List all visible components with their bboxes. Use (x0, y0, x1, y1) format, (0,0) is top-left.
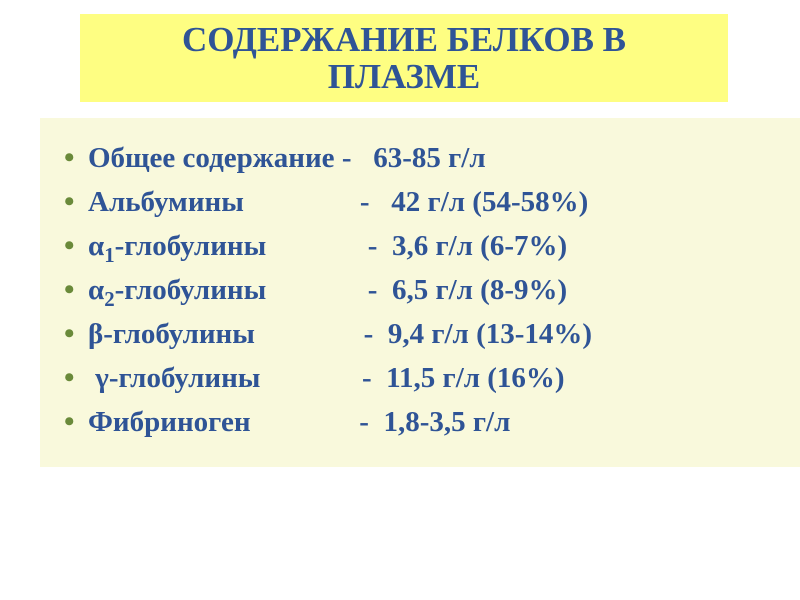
item-label: β-глобулины (88, 318, 364, 350)
item-value: 6,5 г/л (8-9%) (392, 274, 567, 306)
item-label: α (88, 230, 104, 262)
item-label: γ-глобулины (88, 362, 362, 394)
list-item: Общее содержание - 63-85 г/л (62, 136, 782, 180)
item-label: Общее содержание (88, 142, 335, 174)
title-box: СОДЕРЖАНИЕ БЕЛКОВ В ПЛАЗМЕ (80, 14, 728, 102)
item-sep: - (353, 186, 392, 218)
list-item: Фибриноген - 1,8-3,5 г/л (62, 400, 782, 444)
item-label-2: -глобулины (115, 274, 361, 306)
list-item: α1-глобулины - 3,6 г/л (6-7%) (62, 224, 782, 268)
item-value: 1,8-3,5 г/л (383, 406, 510, 438)
slide: СОДЕРЖАНИЕ БЕЛКОВ В ПЛАЗМЕ Общее содержа… (0, 0, 800, 600)
item-label: α (88, 274, 104, 306)
protein-list: Общее содержание - 63-85 г/л Альбумины -… (62, 136, 782, 445)
item-sep: - (335, 142, 374, 174)
item-label: Альбумины (88, 186, 353, 218)
item-label-2: -глобулины (115, 230, 361, 262)
item-sep: - (361, 274, 392, 306)
item-value: 63-85 г/л (373, 142, 485, 174)
item-sep: - (359, 406, 383, 438)
item-value: 3,6 г/л (6-7%) (392, 230, 567, 262)
item-subscript: 2 (104, 287, 114, 311)
item-value: 11,5 г/л (16%) (386, 362, 564, 394)
list-item: γ-глобулины - 11,5 г/л (16%) (62, 356, 782, 400)
item-sep: - (364, 318, 388, 350)
item-sep: - (362, 362, 386, 394)
title-line-2: ПЛАЗМЕ (328, 57, 481, 96)
list-item: α2-глобулины - 6,5 г/л (8-9%) (62, 268, 782, 312)
item-value: 42 г/л (54-58%) (391, 186, 588, 218)
list-item: Альбумины - 42 г/л (54-58%) (62, 180, 782, 224)
item-value: 9,4 г/л (13-14%) (388, 318, 592, 350)
title-line-1: СОДЕРЖАНИЕ БЕЛКОВ В (182, 20, 626, 59)
item-sep: - (361, 230, 392, 262)
body-box: Общее содержание - 63-85 г/л Альбумины -… (40, 118, 800, 467)
item-label: Фибриноген (88, 406, 359, 438)
list-item: β-глобулины - 9,4 г/л (13-14%) (62, 312, 782, 356)
item-subscript: 1 (104, 243, 114, 267)
